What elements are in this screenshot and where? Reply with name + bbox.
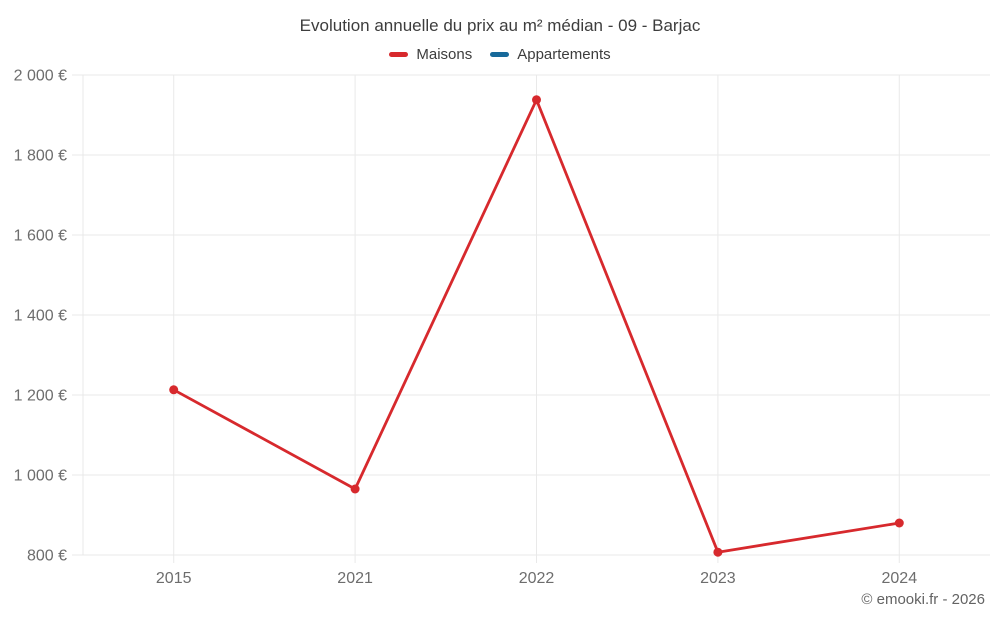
y-tick-label: 2 000 € — [14, 68, 67, 85]
y-tick-label: 1 400 € — [14, 308, 67, 325]
data-point-maisons[interactable] — [350, 484, 360, 494]
maisons-color-swatch-icon — [389, 52, 409, 57]
y-tick-label: 1 600 € — [14, 228, 67, 245]
watermark-credit: © emooki.fr - 2026 — [861, 591, 985, 608]
legend-label-appartements: Appartements — [517, 46, 611, 63]
x-tick-label: 2021 — [337, 570, 373, 587]
legend-item-appartements[interactable]: Appartements — [490, 46, 611, 63]
x-tick-label: 2024 — [882, 570, 918, 587]
data-point-maisons[interactable] — [713, 547, 723, 557]
legend-item-maisons[interactable]: Maisons — [389, 46, 472, 63]
chart-title: Evolution annuelle du prix au m² médian … — [299, 16, 701, 35]
x-tick-label: 2023 — [700, 570, 736, 587]
chart-legend: Maisons Appartements — [0, 46, 1000, 63]
data-point-maisons[interactable] — [532, 95, 541, 105]
y-tick-label: 1 800 € — [14, 148, 67, 165]
data-point-maisons[interactable] — [894, 518, 904, 528]
x-tick-label: 2015 — [156, 570, 192, 587]
y-tick-label: 1 200 € — [14, 388, 67, 405]
data-point-maisons[interactable] — [169, 385, 179, 395]
legend-label-maisons: Maisons — [416, 46, 473, 63]
y-tick-label: 800 € — [27, 548, 67, 565]
y-tick-label: 1 000 € — [14, 468, 67, 485]
appartements-color-swatch-icon — [490, 52, 510, 57]
x-tick-label: 2022 — [519, 570, 555, 587]
